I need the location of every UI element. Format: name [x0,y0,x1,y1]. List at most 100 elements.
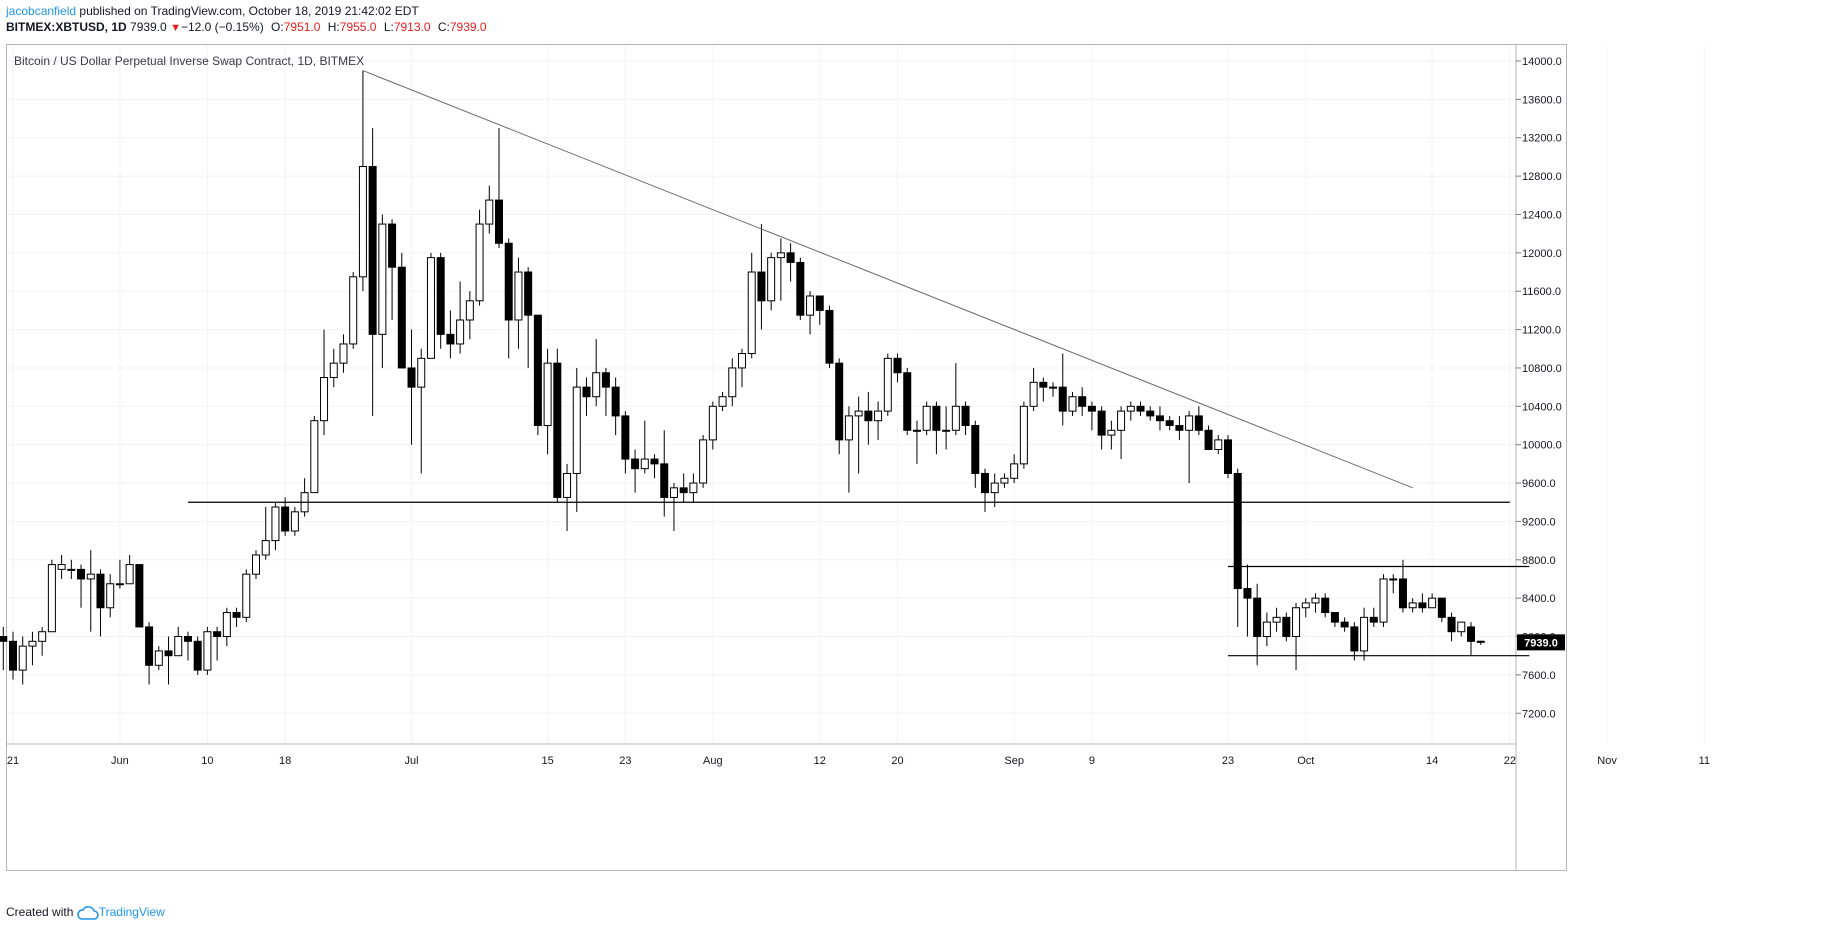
candle-body[interactable] [1321,597,1330,614]
candle-body[interactable] [942,429,951,432]
candle-body[interactable] [417,357,426,388]
candle-body[interactable] [1097,410,1106,436]
candle-body[interactable] [193,640,202,671]
candle-body[interactable] [106,583,115,609]
descending-trendline[interactable] [362,70,1413,489]
candle-body[interactable] [1282,616,1291,638]
candle-body[interactable] [728,367,737,398]
candle-body[interactable] [1340,621,1349,628]
candle-body[interactable] [1194,415,1203,431]
candle-body[interactable] [533,314,542,426]
candle-body[interactable] [796,261,805,316]
candle-body[interactable] [38,631,47,642]
candle-body[interactable] [358,166,367,278]
candle-body[interactable] [1049,386,1058,389]
candle-body[interactable] [1330,612,1339,623]
candle-body[interactable] [1301,602,1310,609]
candle-body[interactable] [767,257,776,302]
candle-body[interactable] [1379,578,1388,623]
candle-body[interactable] [57,564,66,570]
candle-body[interactable] [397,266,406,369]
candle-body[interactable] [67,568,76,571]
candle-body[interactable] [329,362,338,379]
candle-body[interactable] [1292,607,1301,638]
candle-body[interactable] [1262,621,1271,638]
candle-body[interactable] [971,424,980,474]
candle-body[interactable] [290,511,299,532]
candle-body[interactable] [96,573,105,609]
candle-body[interactable] [1039,381,1048,388]
candle-body[interactable] [1428,597,1437,609]
candle-body[interactable] [0,636,8,642]
candle-body[interactable] [757,271,766,302]
candle-body[interactable] [86,573,95,580]
candle-body[interactable] [912,429,921,432]
candle-body[interactable] [825,309,834,364]
candle-body[interactable] [1350,626,1359,652]
candle-body[interactable] [893,357,902,374]
candle-body[interactable] [543,362,552,426]
candle-body[interactable] [378,223,387,335]
candle-body[interactable] [485,199,494,225]
candle-body[interactable] [514,271,523,321]
candle-body[interactable] [1010,463,1019,479]
candle-body[interactable] [776,252,785,259]
candle-body[interactable] [844,415,853,441]
candle-body[interactable] [203,631,212,671]
candle-body[interactable] [465,300,474,321]
candle-body[interactable] [281,506,290,532]
candle-body[interactable] [77,568,86,580]
candle-body[interactable] [174,636,183,657]
candle-body[interactable] [951,405,960,431]
candle-body[interactable] [1233,472,1242,590]
candle-body[interactable] [1155,415,1164,422]
candle-body[interactable] [874,410,883,422]
candle-body[interactable] [650,458,659,465]
candle-body[interactable] [1078,396,1087,407]
candle-body[interactable] [222,612,231,638]
candle-body[interactable] [961,405,970,426]
candle-body[interactable] [1224,439,1232,474]
candle-body[interactable] [1000,477,1009,484]
candle-body[interactable] [1107,429,1116,436]
candle-body[interactable] [1389,578,1398,581]
candle-body[interactable] [592,372,601,398]
candle-body[interactable] [699,439,708,484]
candle-body[interactable] [524,271,533,316]
candle-body[interactable] [232,612,241,618]
candle-body[interactable] [349,276,358,345]
candle-body[interactable] [1146,410,1155,417]
candle-body[interactable] [689,482,698,494]
candle-body[interactable] [990,482,999,494]
candle-body[interactable] [456,319,465,345]
candle-body[interactable] [1253,597,1262,638]
candle-body[interactable] [1457,621,1466,633]
candle-body[interactable] [553,362,562,498]
candle-body[interactable] [18,645,27,671]
candle-body[interactable] [135,564,144,628]
candle-body[interactable] [1029,381,1038,407]
candle-body[interactable] [718,396,727,407]
candle-body[interactable] [864,410,873,422]
candle-body[interactable] [368,166,377,335]
candle-body[interactable] [806,295,815,316]
candle-body[interactable] [1272,616,1281,623]
candle-body[interactable] [1369,616,1378,623]
candle-body[interactable] [125,564,134,585]
candle-body[interactable] [708,405,717,441]
candle-body[interactable] [1204,429,1213,450]
candle-body[interactable] [1058,386,1067,412]
candle-body[interactable] [446,333,455,345]
candle-body[interactable] [1214,439,1223,450]
candle-body[interactable] [495,199,503,244]
candle-body[interactable] [242,573,251,618]
candle-body[interactable] [1408,602,1417,609]
candle-body[interactable] [28,640,37,647]
candle-body[interactable] [601,372,610,388]
candle-body[interactable] [669,487,678,498]
candle-body[interactable] [922,405,931,431]
candle-body[interactable] [115,583,124,586]
candle-body[interactable] [1175,424,1184,431]
candle-body[interactable] [261,540,270,556]
